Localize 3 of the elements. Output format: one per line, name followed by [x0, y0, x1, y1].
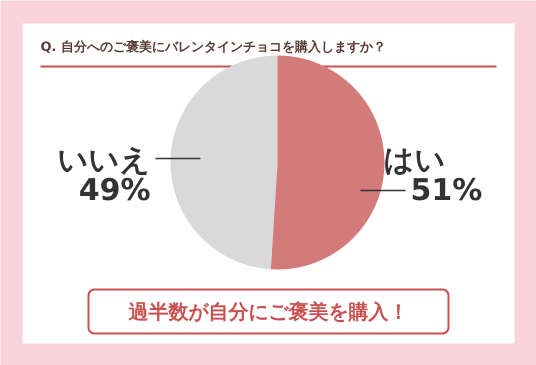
chart-title: Q. 自分へのご褒美にバレンタインチョコを購入しますか？ [40, 39, 386, 55]
slice-label: いいえ [58, 143, 150, 178]
text: 過半数が自分にご褒美を購入！ [128, 300, 408, 324]
